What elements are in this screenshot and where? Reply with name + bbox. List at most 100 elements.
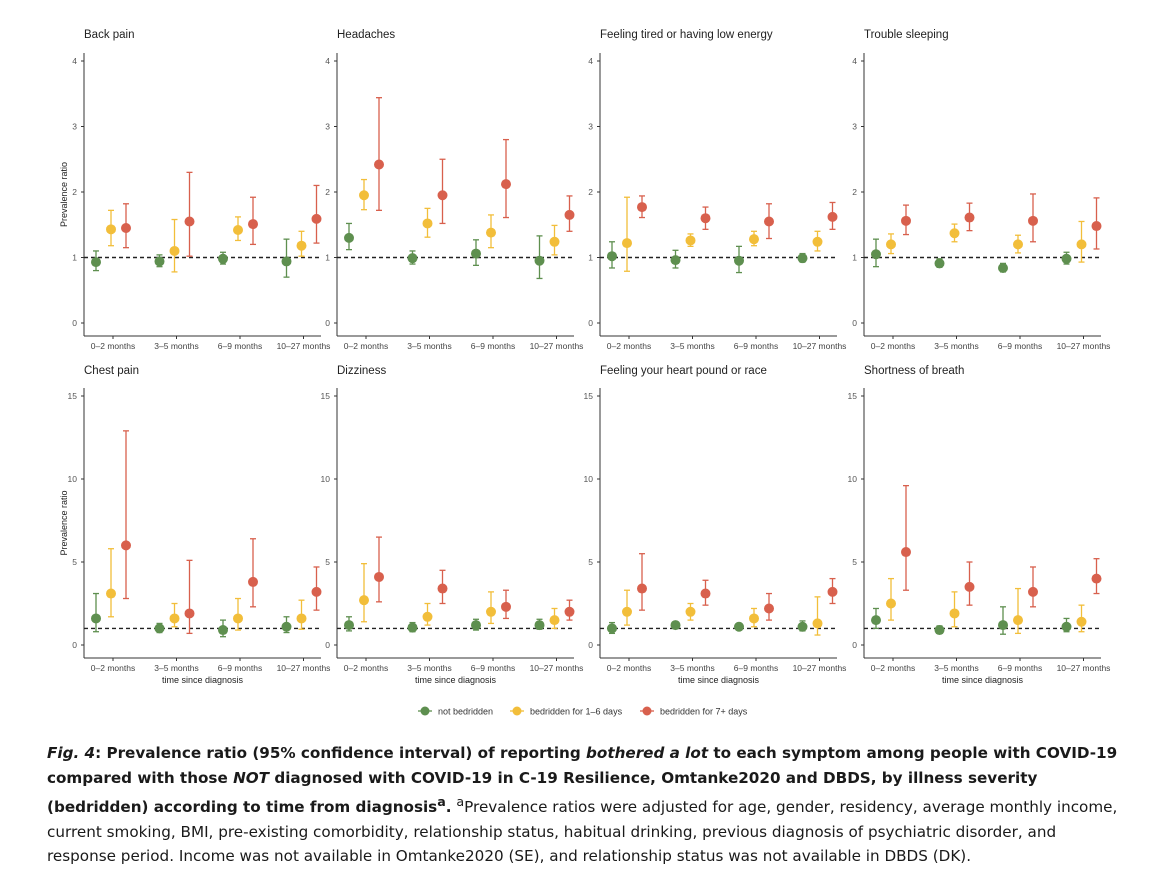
x-tick-label: 10–27 months [1057,341,1111,351]
y-tick-label: 3 [325,122,330,132]
data-point [549,236,560,247]
panel-title: Headaches [337,29,395,41]
caption-fig-label: Fig. 4 [47,744,96,762]
x-tick-label: 10–27 months [530,341,584,351]
data-point [184,608,195,619]
data-point [622,606,632,617]
legend-swatch-dot [512,706,522,716]
x-tick-label: 6–9 months [998,341,1042,351]
legend-item-label: bedridden for 1–6 days [530,707,623,717]
y-tick-label: 5 [588,557,593,567]
x-tick-label: 10–27 months [793,663,847,673]
data-point [622,238,632,249]
x-tick-label: 0–2 months [91,341,135,351]
data-point [1091,573,1102,584]
data-point [934,625,945,636]
x-tick-label: 0–2 months [607,663,651,673]
data-point [359,190,369,201]
data-point [637,202,647,213]
data-point [764,603,774,614]
x-tick-label: 6–9 months [471,341,515,351]
chart-panel: Chest pain 0 5 10 15 Prevalence ratio 0–2 mont… [59,365,330,685]
data-point [437,190,448,201]
y-tick-label: 10 [584,474,594,484]
y-tick-label: 10 [68,474,78,484]
data-point [901,547,911,558]
data-point [1061,621,1072,632]
data-point [1061,253,1072,264]
y-tick-label: 4 [588,56,593,66]
y-tick-label: 4 [852,56,857,66]
data-point [812,618,823,629]
panel-title: Back pain [84,29,135,41]
data-point [1013,239,1023,250]
x-tick-label: 3–5 months [407,663,451,673]
chart-panel: Dizziness 0 5 10 15 0–2 months 3–5 months 6–9 m… [321,365,584,685]
data-point [886,239,896,250]
data-point [549,615,560,626]
data-point [169,245,180,256]
data-point [564,209,575,220]
caption-bold-part3: diagnosed with COVID-19 in C-19 Resilien… [47,768,1038,817]
data-point [374,159,384,170]
x-tick-label: 3–5 months [934,341,978,351]
y-tick-label: 15 [848,391,858,401]
x-tick-label: 0–2 months [344,341,388,351]
y-tick-label: 2 [588,187,593,197]
y-tick-label: 5 [852,557,857,567]
data-point [764,216,774,227]
y-tick-label: 1 [852,253,857,263]
data-point [311,213,322,224]
panel-title: Feeling tired or having low energy [600,29,773,41]
chart-panel: Trouble sleeping 0 1 2 3 4 0–2 months 3–5 month… [852,29,1110,351]
data-point [964,581,975,592]
data-point [106,224,116,235]
data-point [797,621,808,632]
data-point [998,262,1008,273]
caption-bold-sup: a [437,794,446,809]
x-tick-label: 10–27 months [530,663,584,673]
y-tick-label: 0 [72,640,77,650]
data-point [344,620,354,631]
data-point [359,595,369,606]
y-axis-label: Prevalence ratio [59,162,69,227]
x-tick-label: 10–27 months [277,663,331,673]
data-point [534,620,545,631]
data-point [1028,215,1038,226]
x-tick-label: 10–27 months [1057,663,1111,673]
data-point [812,236,823,247]
x-tick-label: 6–9 months [218,663,262,673]
x-tick-label: 0–2 months [91,663,135,673]
x-tick-label: 0–2 months [344,663,388,673]
y-tick-label: 2 [72,187,77,197]
x-tick-label: 6–9 months [734,341,778,351]
data-point [407,253,418,264]
y-tick-label: 1 [588,253,593,263]
y-tick-label: 1 [325,253,330,263]
y-tick-label: 3 [852,122,857,132]
data-point [486,606,496,617]
data-point [344,232,354,243]
chart-panel: Feeling tired or having low energy 0 1 2 3 4 0… [588,29,846,351]
data-point [422,218,433,229]
data-point [501,179,511,190]
data-point [949,228,960,239]
y-tick-label: 4 [325,56,330,66]
x-tick-label: 3–5 months [154,341,198,351]
data-point [218,253,228,264]
data-point [1091,221,1102,232]
panel-title: Feeling your heart pound or race [600,365,767,377]
data-point [827,586,838,597]
chart-panel: Back pain 0 1 2 3 4 Prevalence ratio 0–2 months… [59,29,330,351]
data-point [607,623,617,634]
data-point [281,256,292,267]
data-point [471,620,481,631]
caption-note-sup: a [456,794,465,809]
panel-title: Shortness of breath [864,365,964,377]
data-point [121,540,131,551]
caption-note: Prevalence ratios were adjusted for age,… [47,798,1118,866]
data-point [296,613,307,624]
data-point [106,588,116,599]
x-axis-label: time since diagnosis [415,675,497,685]
y-tick-label: 5 [72,557,77,567]
